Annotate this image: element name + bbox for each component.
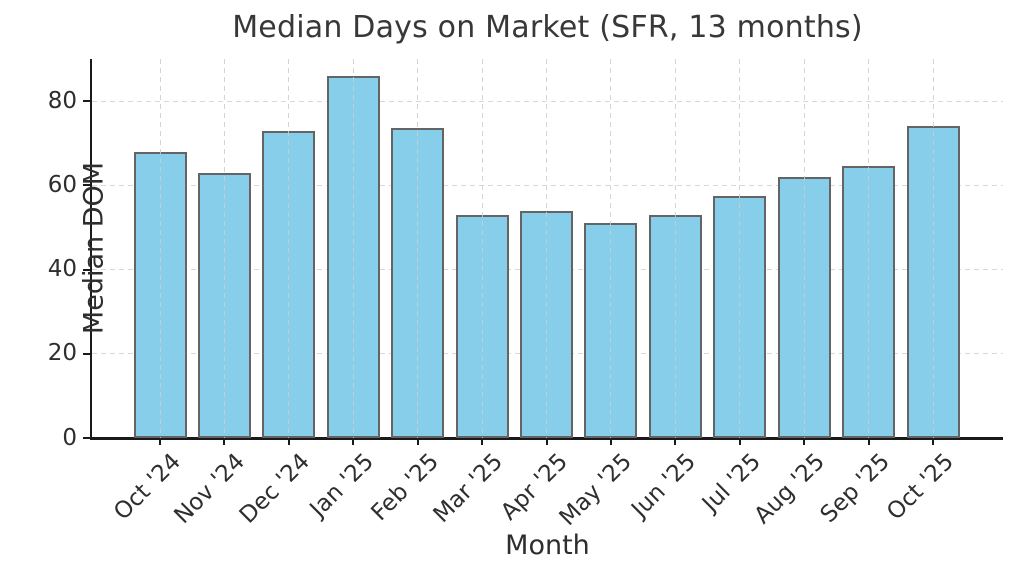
v-gridline — [803, 59, 805, 438]
y-tick — [83, 100, 90, 103]
x-axis-label: Month — [505, 530, 590, 561]
y-axis-label: Median DOM — [78, 161, 110, 335]
v-gridline — [417, 59, 419, 438]
y-tick — [83, 184, 90, 187]
plot-area — [92, 59, 1003, 438]
x-tick-label: Feb '25 — [366, 448, 444, 527]
v-gridline — [610, 59, 612, 438]
x-tick — [223, 439, 226, 445]
v-gridline — [868, 59, 870, 438]
x-tick — [674, 439, 677, 445]
v-gridline — [739, 59, 741, 438]
x-tick — [609, 439, 612, 445]
v-gridline — [223, 59, 225, 438]
x-tick — [545, 439, 548, 445]
v-gridline — [159, 59, 161, 438]
x-tick — [738, 439, 741, 445]
x-tick — [159, 439, 161, 445]
h-gridline — [92, 184, 1003, 186]
x-tick — [287, 439, 290, 445]
x-tick-label: Dec '24 — [234, 448, 315, 529]
x-tick — [867, 439, 870, 445]
v-gridline — [352, 59, 354, 438]
y-tick — [83, 352, 90, 355]
x-tick-label: Mar '25 — [428, 448, 509, 528]
y-tick — [83, 437, 90, 439]
v-gridline — [546, 59, 547, 438]
chart-title: Median Days on Market (SFR, 13 months) — [232, 10, 863, 45]
y-tick — [83, 268, 90, 271]
y-tick-label: 0 — [62, 424, 77, 451]
x-tick-label: Jun '25 — [627, 448, 702, 523]
y-axis-spine — [90, 59, 92, 440]
h-gridline — [92, 100, 1003, 102]
y-tick-label: 80 — [47, 87, 77, 114]
x-tick — [481, 439, 484, 445]
x-tick-label: Nov '24 — [169, 448, 251, 530]
x-axis-spine — [90, 437, 1003, 440]
x-tick — [803, 439, 806, 445]
x-tick — [932, 439, 934, 445]
v-gridline — [674, 59, 676, 438]
v-gridline — [932, 59, 934, 438]
x-tick-label: Aug '25 — [749, 448, 831, 530]
y-tick-label: 60 — [47, 171, 77, 198]
x-tick — [416, 439, 419, 445]
x-tick — [352, 439, 355, 445]
y-tick-label: 20 — [47, 340, 77, 367]
y-tick-label: 40 — [47, 256, 77, 283]
v-gridline — [288, 59, 290, 438]
v-gridline — [481, 59, 483, 438]
x-tick-label: Jan '25 — [305, 448, 380, 523]
x-tick-label: Oct '25 — [882, 448, 959, 526]
x-tick-label: Sep '25 — [815, 448, 895, 528]
